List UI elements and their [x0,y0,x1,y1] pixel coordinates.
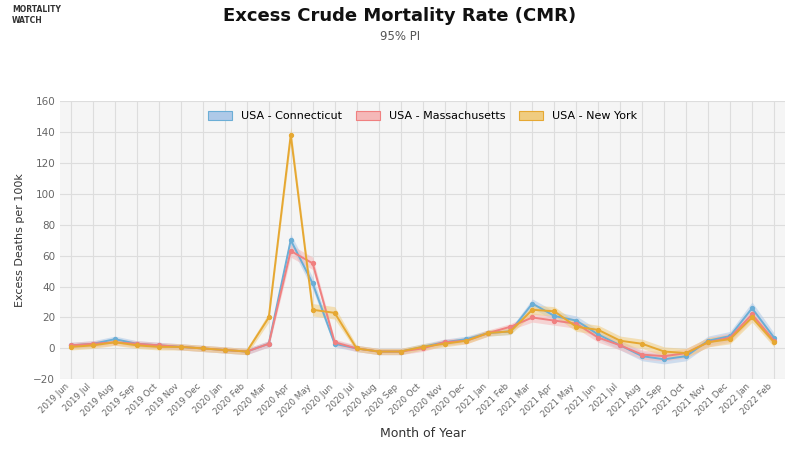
Text: 95% PI: 95% PI [380,30,420,43]
Text: Excess Crude Mortality Rate (CMR): Excess Crude Mortality Rate (CMR) [223,7,577,25]
Legend: USA - Connecticut, USA - Massachusetts, USA - New York: USA - Connecticut, USA - Massachusetts, … [203,106,642,126]
Y-axis label: Excess Deaths per 100k: Excess Deaths per 100k [15,173,25,307]
Text: MORTALITY
WATCH: MORTALITY WATCH [12,5,61,25]
X-axis label: Month of Year: Month of Year [380,427,466,440]
